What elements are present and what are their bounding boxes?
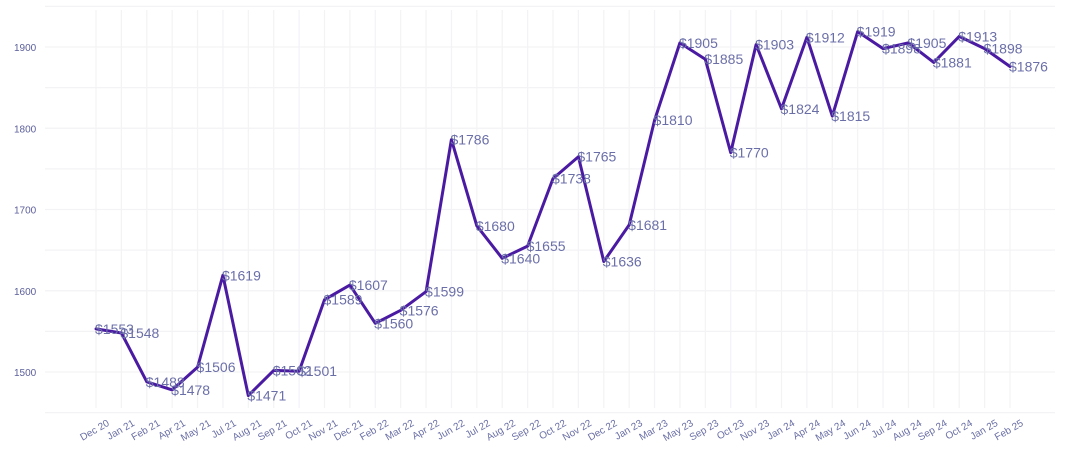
horizontal-gridlines [45, 5, 1055, 414]
data-label: $1815 [831, 108, 870, 124]
data-label: $1640 [501, 250, 540, 266]
y-tick-label: 1600 [14, 287, 37, 298]
x-tick-label: Oct 24 [944, 418, 975, 442]
data-label: $1548 [120, 325, 159, 341]
data-label: $1898 [882, 41, 921, 57]
data-label: $1636 [603, 254, 642, 270]
data-labels: $1553$1548 $1488$1478 $1506 $1619 $1471 $1502… [95, 24, 1048, 404]
data-label: $1912 [806, 29, 845, 45]
data-label: $1599 [425, 284, 464, 300]
data-label: $1903 [755, 37, 794, 53]
data-label: $1913 [958, 28, 997, 44]
x-tick-label: Sep 24 [916, 418, 949, 444]
data-label: $1738 [552, 171, 591, 187]
data-label: $1770 [730, 145, 769, 161]
data-label: $1680 [476, 218, 515, 234]
data-label: $1786 [450, 132, 489, 148]
y-tick-label: 1500 [14, 368, 37, 379]
y-tick-label: 1700 [14, 206, 37, 217]
y-tick-label: 1900 [14, 43, 37, 54]
data-label: $1501 [298, 363, 337, 379]
y-tick-label: 1800 [14, 124, 37, 135]
x-tick-label: Jun 22 [435, 418, 467, 443]
x-tick-label: Jan 24 [765, 418, 797, 443]
x-tick-label: Apr 22 [411, 418, 442, 442]
data-label: $1607 [349, 277, 388, 293]
data-label: $1881 [933, 54, 972, 70]
data-label: $1905 [679, 35, 718, 51]
x-tick-label: Sep 22 [510, 418, 543, 444]
data-label: $1506 [197, 359, 236, 375]
data-label: $1681 [628, 217, 667, 233]
data-label: $1905 [907, 35, 946, 51]
data-label: $1885 [704, 51, 743, 67]
data-label: $1824 [781, 101, 820, 117]
x-tick-label: Sep 23 [688, 418, 721, 444]
x-tick-label: Dec 22 [586, 418, 619, 444]
data-label: $1488 [146, 374, 185, 390]
data-label: $1576 [400, 302, 439, 318]
data-label: $1655 [527, 238, 566, 254]
data-label: $1619 [222, 267, 261, 283]
data-label: $1502 [273, 362, 312, 378]
x-tick-label: Dec 20 [79, 418, 112, 444]
x-tick-label: Sep 21 [256, 418, 289, 444]
data-label: $1919 [857, 24, 896, 40]
y-axis: 1500 1600 1700 1800 1900 [14, 43, 37, 379]
data-label: $1560 [374, 315, 413, 331]
series-line [94, 30, 1012, 398]
x-tick-label: Nov 23 [739, 418, 772, 444]
data-label: $1589 [324, 292, 363, 308]
data-label: $1553 [95, 321, 134, 337]
data-label: $1810 [654, 112, 693, 128]
data-label: $1898 [984, 41, 1023, 57]
data-label: $1876 [1009, 59, 1048, 75]
data-label: $1471 [247, 388, 286, 404]
x-tick-label: Mar 22 [384, 418, 417, 443]
data-label: $1478 [171, 382, 210, 398]
data-label: $1765 [577, 149, 616, 165]
x-tick-label: Jun 24 [842, 418, 874, 443]
x-tick-label: Feb 25 [993, 418, 1026, 443]
x-tick-label: Feb 21 [130, 418, 163, 443]
